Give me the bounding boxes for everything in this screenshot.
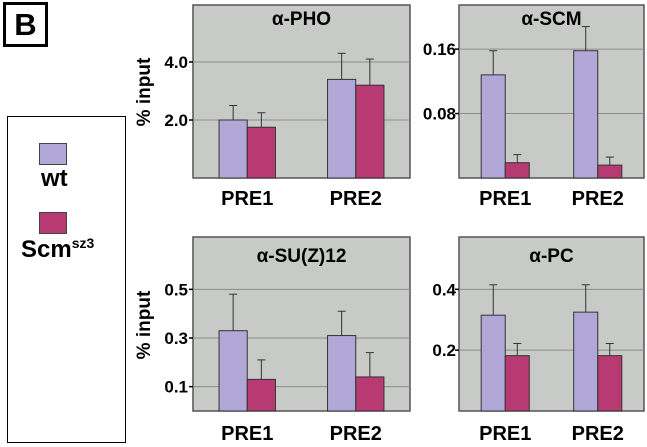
y-tick-label: 2.0 bbox=[164, 111, 188, 130]
y-axis-label: % input bbox=[134, 290, 155, 359]
y-tick-label: 0.08 bbox=[423, 105, 456, 124]
bar-scm bbox=[246, 126, 276, 179]
bar-scm bbox=[504, 162, 530, 179]
y-tick-label: 0.4 bbox=[432, 280, 456, 299]
chart-title: α-SU(Z)12 bbox=[257, 246, 347, 267]
x-tick-label: PRE2 bbox=[330, 188, 382, 210]
bar-wt bbox=[480, 314, 506, 412]
bar-scm bbox=[597, 355, 623, 412]
bar-wt bbox=[327, 78, 357, 179]
bar-wt bbox=[218, 119, 248, 179]
legend-swatch-scm bbox=[39, 212, 67, 234]
bar-scm bbox=[246, 378, 276, 412]
panel-letter: B bbox=[3, 2, 48, 47]
x-tick-label: PRE1 bbox=[221, 188, 273, 210]
y-tick-label: 0.3 bbox=[164, 329, 188, 348]
bar-wt bbox=[218, 330, 248, 412]
legend: wt Scmsz3 bbox=[7, 116, 126, 443]
x-tick-label: PRE2 bbox=[330, 423, 382, 445]
x-tick-label: PRE1 bbox=[479, 423, 531, 445]
bar-scm bbox=[597, 164, 623, 179]
bar-wt bbox=[480, 74, 506, 179]
chart-title: α-PC bbox=[529, 246, 574, 267]
legend-swatch-wt bbox=[39, 143, 67, 165]
chart-title: α-PHO bbox=[272, 9, 331, 30]
bar-wt bbox=[573, 311, 599, 412]
y-tick-label: 0.5 bbox=[164, 280, 188, 299]
x-tick-label: PRE2 bbox=[572, 423, 624, 445]
y-tick-label: 0.16 bbox=[423, 40, 456, 59]
bar-scm bbox=[504, 355, 530, 412]
bar-scm bbox=[355, 376, 385, 412]
x-tick-label: PRE2 bbox=[572, 188, 624, 210]
y-axis-label: % input bbox=[134, 57, 155, 126]
x-tick-label: PRE1 bbox=[221, 423, 273, 445]
bar-wt bbox=[327, 335, 357, 412]
bar-scm bbox=[355, 84, 385, 179]
y-tick-label: 0.2 bbox=[432, 341, 456, 360]
y-tick-label: 4.0 bbox=[164, 53, 188, 72]
x-tick-label: PRE1 bbox=[479, 188, 531, 210]
y-tick-label: 0.1 bbox=[164, 378, 188, 397]
chart-title: α-SCM bbox=[521, 9, 581, 30]
bar-wt bbox=[573, 50, 599, 179]
legend-label-scm: Scmsz3 bbox=[21, 235, 95, 263]
legend-label-wt: wt bbox=[41, 165, 68, 192]
